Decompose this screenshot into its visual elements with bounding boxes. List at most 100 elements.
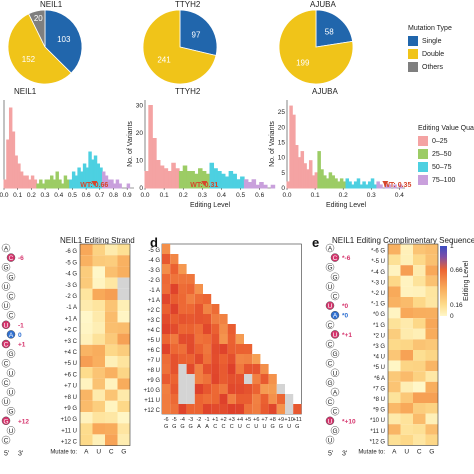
heat-c-cell [92, 255, 105, 267]
heat-d-cell [170, 284, 179, 294]
heat-e-cell [425, 434, 438, 446]
strand-c-base: G [3, 418, 8, 425]
heat-e-cell [400, 360, 413, 372]
hist-y-tick-label: 10 [136, 158, 144, 165]
hist-x-tick-label: 0.4 [395, 192, 404, 199]
heat-d-cell [194, 294, 203, 304]
strand-c-base: C [4, 380, 9, 387]
legend-label-q4: 75–100 [432, 177, 456, 184]
strand-c-position-label: 0 [18, 332, 22, 339]
heat-e-cell [425, 265, 438, 276]
heat-c-cell [92, 300, 105, 312]
hist-bar [314, 172, 319, 189]
hist-bar [110, 179, 114, 189]
legend-q2: 25–50 [418, 148, 474, 161]
heat-d-col-pos: -4 [180, 417, 185, 423]
strand-c-position-label: -6 [18, 255, 24, 262]
heat-d-cell [178, 284, 187, 294]
heat-c-cell [105, 244, 118, 256]
heat-d-cell [252, 354, 261, 364]
heat-c-cell [92, 311, 105, 323]
strand-e-end-5: 5' [328, 451, 333, 458]
heat-d-cell [178, 364, 187, 374]
heat-e-cell [413, 424, 426, 435]
heat-d-cell [260, 364, 269, 374]
heat-d-row-label: +2 C [147, 308, 161, 314]
heat-e-row-label: *11 U [370, 429, 385, 435]
hist-bar [328, 172, 333, 189]
heat-d-cell [235, 344, 244, 354]
hist-bar [308, 160, 313, 189]
hist-x-tick-label: 0.2 [27, 192, 36, 199]
hist-bar [297, 157, 302, 189]
heat-d-cell [227, 324, 236, 334]
heat-d-cell [162, 384, 171, 394]
hist-bar [41, 183, 46, 189]
strand-c-base: C [4, 342, 9, 349]
hist-bar [356, 178, 361, 189]
heat-d-cell [235, 394, 244, 404]
heat-d-cell [203, 384, 212, 394]
heat-d-col-base: G [295, 424, 299, 430]
heat-d-cell [194, 284, 203, 294]
hist-bar [303, 163, 307, 189]
heat-e-cell [413, 244, 426, 255]
heat-e-cell [425, 307, 438, 319]
strand-e-position-label: *-6 [342, 255, 351, 262]
heat-d-cell [170, 354, 179, 364]
heat-d-cell [203, 314, 212, 324]
heat-c-cell [117, 423, 130, 435]
heat-c-cell [105, 423, 118, 435]
hist-bar [66, 179, 70, 189]
mutation-legend-title: Mutation Type [408, 25, 452, 32]
heat-c-cell [105, 333, 118, 345]
heat-d-cell [186, 364, 195, 374]
hist-bar [28, 179, 32, 189]
strand-e-position-label: *+1 [342, 332, 352, 339]
hist-bar [171, 162, 176, 189]
hist-bar [306, 169, 310, 189]
heat-d-col-pos: -1 [205, 417, 210, 423]
strand-c-end-5: 5' [4, 451, 9, 458]
strand-c-bead [1, 435, 11, 445]
heat-d-col-base: U [238, 424, 242, 430]
strand-e-base: G [327, 380, 332, 387]
heat-c-cell [105, 277, 118, 289]
heat-c-cell [117, 288, 130, 300]
heat-d-row-label: -4 G [148, 258, 160, 264]
hist-bar [337, 181, 341, 189]
legend-single: Single [408, 35, 452, 48]
heat-c-cell [92, 400, 105, 412]
strand-c-bead [1, 339, 11, 349]
hist-bar [325, 178, 330, 189]
strand-c-base: C [9, 255, 14, 262]
strand-e-base: A [333, 313, 338, 320]
heat-c-cell [105, 389, 118, 401]
hist-bar [370, 178, 375, 189]
wt-label-text: WT: 0.35 [383, 182, 411, 189]
hist-bar [236, 179, 241, 189]
heat-e-cell [425, 424, 438, 435]
hist-bar [232, 173, 237, 189]
hist-bar [320, 169, 324, 189]
heat-c-cell [80, 378, 93, 390]
heat-d-col-pos: +4 [237, 417, 243, 423]
heat-d-cell [170, 264, 179, 274]
hist-bar [289, 105, 293, 189]
hist-y-tick-label: 20 [278, 124, 286, 131]
heat-d-cell [186, 394, 195, 404]
heat-e-col-label: G [429, 448, 434, 455]
hist-x-tick-label: 0.5 [68, 192, 77, 199]
heat-c-cell [80, 356, 93, 368]
hist-bar [152, 138, 157, 189]
heat-d-col-base: G [164, 424, 168, 430]
strand-e-bead [330, 291, 340, 301]
heat-e-cell [425, 392, 438, 403]
pie-title-ajuba: AJUBA [310, 0, 336, 9]
strand-c-base: U [9, 428, 14, 435]
hist-bar [228, 171, 234, 189]
hist-bar [17, 163, 21, 189]
heat-c-row-label: +6 C [64, 372, 78, 378]
heat-c-row-label: -2 G [65, 294, 77, 300]
heat-c-col-label: C [109, 449, 114, 456]
